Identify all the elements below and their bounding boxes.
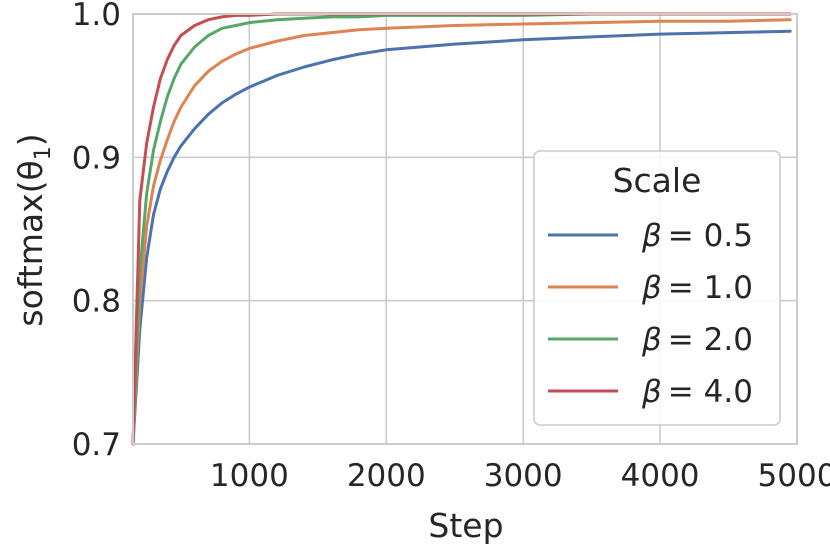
legend-box [533, 150, 781, 426]
legend-label-symbol: β [641, 218, 662, 254]
y-tick-label: 0.9 [72, 140, 121, 176]
y-tick-label: 0.8 [72, 284, 121, 320]
legend-title: Scale [613, 161, 702, 200]
y-tick-label: 1.0 [72, 0, 121, 33]
legend-label-1: β = 1.0 [641, 270, 753, 306]
legend-label-3: β = 4.0 [641, 374, 753, 410]
axes-frame [132, 13, 798, 445]
legend: Scale β = 0.5β = 1.0β = 2.0β = 4.0 [533, 150, 781, 426]
x-tick-labels: 1000 2000 3000 4000 5000 [210, 458, 830, 494]
series-line-1 [131, 18, 792, 446]
y-axis-label: softmax(θ1) [11, 133, 56, 326]
legend-label-symbol: β [641, 270, 662, 306]
y-axis-label-close: ) [11, 133, 50, 146]
y-axis-label-main: softmax(θ [11, 160, 50, 326]
y-tick-label: 0.7 [72, 427, 121, 463]
legend-label-value: = 0.5 [668, 218, 753, 254]
x-tick-label: 5000 [758, 458, 830, 494]
legend-label-0: β = 0.5 [641, 218, 753, 254]
y-tick-labels: 0.7 0.8 0.9 1.0 [72, 0, 121, 463]
legend-label-2: β = 2.0 [641, 322, 753, 358]
legend-items: β = 0.5β = 1.0β = 2.0β = 4.0 [548, 218, 753, 410]
legend-label-value: = 4.0 [668, 374, 753, 410]
x-tick-label: 1000 [210, 458, 289, 494]
x-tick-label: 3000 [484, 458, 563, 494]
series-line-0 [131, 29, 792, 446]
x-tick-label: 4000 [621, 458, 700, 494]
x-axis-label: Step [428, 506, 503, 545]
legend-label-symbol: β [641, 322, 662, 358]
legend-label-value: = 1.0 [668, 270, 753, 306]
legend-label-symbol: β [641, 374, 662, 410]
legend-label-value: = 2.0 [668, 322, 753, 358]
x-tick-label: 2000 [347, 458, 426, 494]
y-axis-label-subscript: 1 [31, 146, 56, 160]
